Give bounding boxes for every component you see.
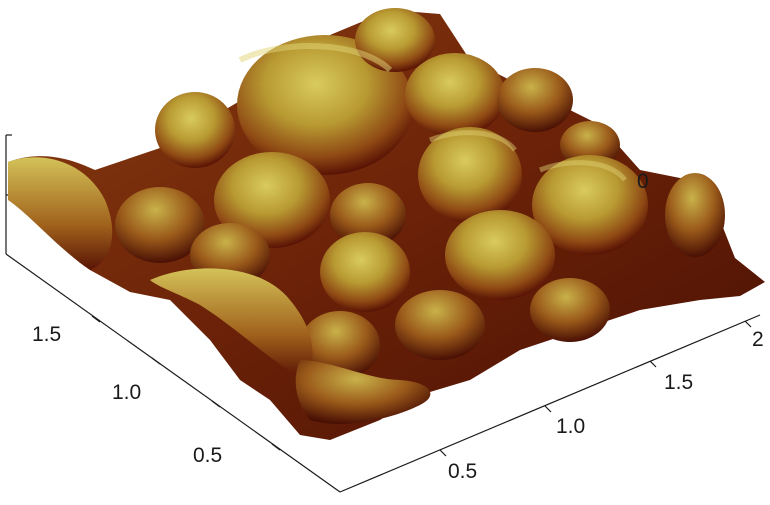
right-tick-label: 0.5 [448, 460, 477, 483]
right-tick-label: 2 [752, 328, 764, 351]
left-tick-label: 1.0 [112, 381, 141, 404]
right-axis-labels: 0.5 1.0 1.5 2 [448, 328, 764, 483]
partial-label: 0 [637, 170, 649, 193]
left-tick-label: 1.5 [32, 323, 61, 346]
surface-bumps [8, 8, 725, 425]
left-axis-labels: 0.5 1.0 1.5 [32, 323, 222, 467]
left-tick-label: 0.5 [193, 444, 222, 467]
right-tick-label: 1.5 [664, 371, 693, 394]
right-tick-label: 1.0 [556, 415, 585, 438]
